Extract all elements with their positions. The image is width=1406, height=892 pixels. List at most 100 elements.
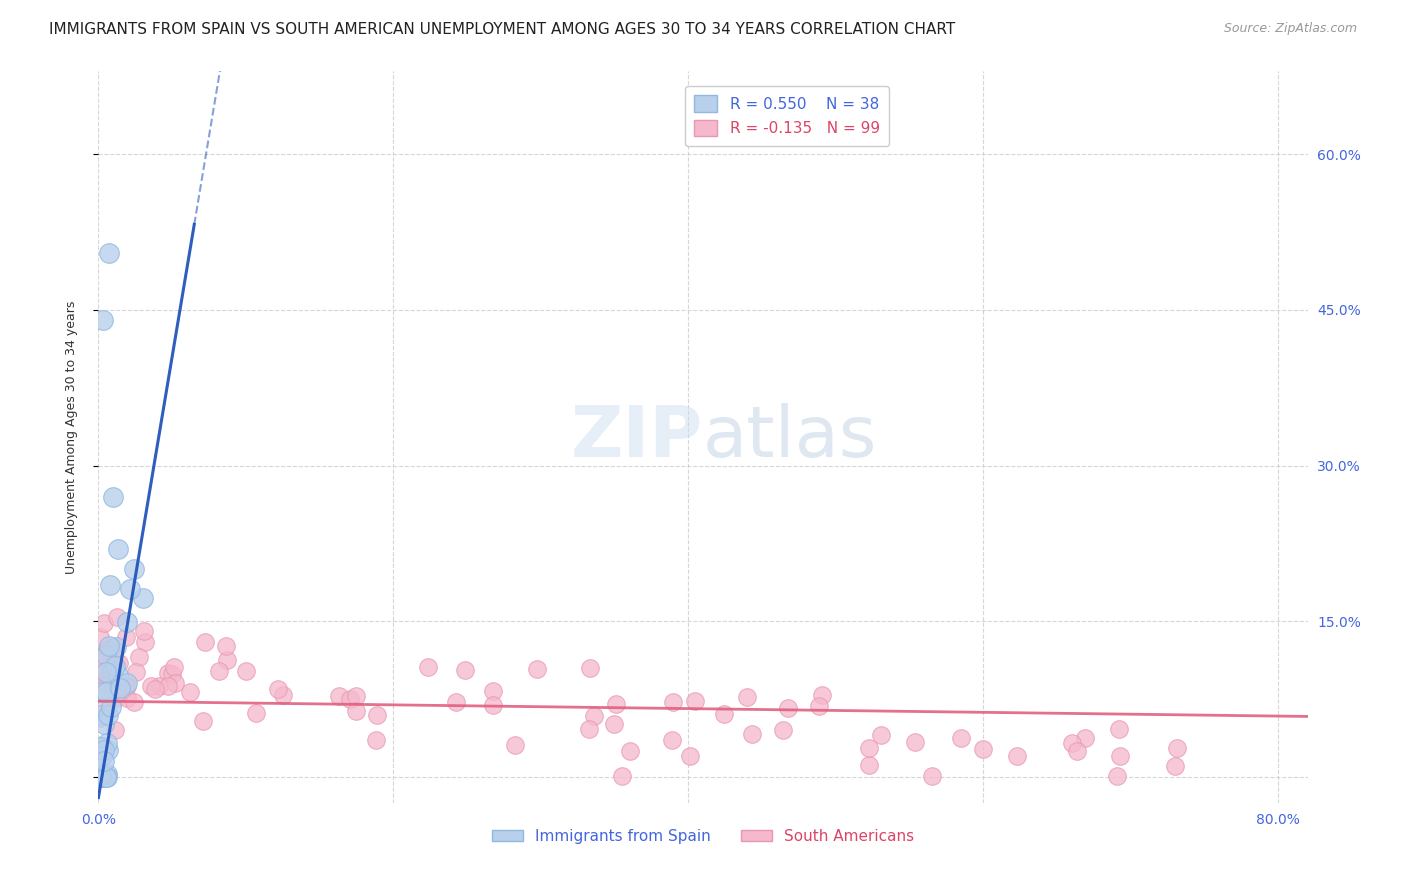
- Point: [735, 690, 758, 705]
- Point: [139, 680, 162, 694]
- Point: [104, 691, 127, 706]
- Point: [454, 663, 477, 677]
- Point: [89, 708, 111, 723]
- Point: [162, 667, 184, 681]
- Point: [96, 767, 118, 781]
- Point: [98, 660, 121, 674]
- Point: [115, 630, 138, 644]
- Point: [93, 742, 115, 756]
- Point: [481, 684, 503, 698]
- Point: [661, 732, 683, 747]
- Point: [148, 679, 170, 693]
- Point: [157, 679, 180, 693]
- Point: [115, 690, 138, 705]
- Point: [105, 640, 128, 655]
- Point: [1108, 723, 1130, 737]
- Point: [145, 681, 167, 696]
- Point: [97, 707, 120, 722]
- Point: [1074, 731, 1097, 745]
- Point: [505, 738, 527, 752]
- Point: [89, 770, 111, 784]
- Point: [107, 681, 129, 695]
- Point: [93, 717, 115, 731]
- Text: Source: ZipAtlas.com: Source: ZipAtlas.com: [1223, 22, 1357, 36]
- Point: [93, 616, 115, 631]
- Point: [1062, 736, 1084, 750]
- Point: [191, 714, 214, 728]
- Point: [578, 722, 600, 736]
- Point: [100, 640, 122, 655]
- Point: [603, 717, 626, 731]
- Point: [118, 582, 141, 597]
- Point: [89, 630, 111, 644]
- Point: [125, 665, 148, 679]
- Point: [89, 711, 111, 725]
- Legend: Immigrants from Spain, South Americans: Immigrants from Spain, South Americans: [486, 822, 920, 850]
- Point: [364, 732, 387, 747]
- Point: [1166, 741, 1188, 756]
- Point: [134, 635, 156, 649]
- Point: [344, 704, 367, 718]
- Point: [217, 653, 239, 667]
- Point: [94, 699, 117, 714]
- Point: [713, 707, 735, 722]
- Point: [1164, 759, 1187, 773]
- Point: [904, 735, 927, 749]
- Text: ZIP: ZIP: [571, 402, 703, 472]
- Point: [235, 665, 257, 679]
- Point: [208, 664, 231, 678]
- Point: [162, 660, 184, 674]
- Point: [96, 770, 118, 784]
- Point: [96, 742, 118, 756]
- Point: [104, 659, 127, 673]
- Point: [104, 660, 127, 674]
- Point: [90, 748, 112, 763]
- Point: [98, 578, 121, 592]
- Point: [94, 647, 117, 661]
- Point: [134, 624, 156, 639]
- Point: [90, 739, 112, 754]
- Point: [104, 723, 127, 737]
- Point: [157, 666, 180, 681]
- Point: [107, 686, 129, 700]
- Point: [972, 741, 994, 756]
- Point: [94, 684, 117, 698]
- Point: [91, 673, 114, 688]
- Point: [89, 665, 111, 680]
- Point: [105, 610, 128, 624]
- Point: [101, 664, 124, 678]
- Point: [662, 695, 685, 709]
- Y-axis label: Unemployment Among Ages 30 to 34 years: Unemployment Among Ages 30 to 34 years: [65, 301, 77, 574]
- Point: [107, 656, 129, 670]
- Point: [89, 770, 111, 784]
- Point: [921, 769, 943, 783]
- Point: [100, 699, 122, 714]
- Point: [96, 736, 118, 750]
- Point: [115, 675, 138, 690]
- Point: [101, 690, 124, 704]
- Point: [245, 706, 267, 721]
- Point: [114, 679, 136, 693]
- Point: [91, 685, 114, 699]
- Point: [1066, 744, 1088, 758]
- Point: [128, 649, 150, 664]
- Point: [807, 699, 830, 714]
- Point: [619, 744, 641, 758]
- Point: [346, 690, 368, 704]
- Point: [772, 723, 794, 738]
- Point: [93, 754, 115, 768]
- Point: [96, 770, 118, 784]
- Point: [96, 677, 118, 691]
- Point: [132, 591, 155, 606]
- Point: [101, 657, 124, 672]
- Point: [482, 698, 505, 712]
- Point: [124, 695, 146, 709]
- Point: [115, 679, 138, 693]
- Point: [273, 689, 295, 703]
- Point: [810, 688, 832, 702]
- Point: [94, 648, 117, 663]
- Point: [91, 313, 114, 327]
- Point: [98, 640, 121, 654]
- Point: [108, 681, 131, 696]
- Point: [179, 685, 201, 699]
